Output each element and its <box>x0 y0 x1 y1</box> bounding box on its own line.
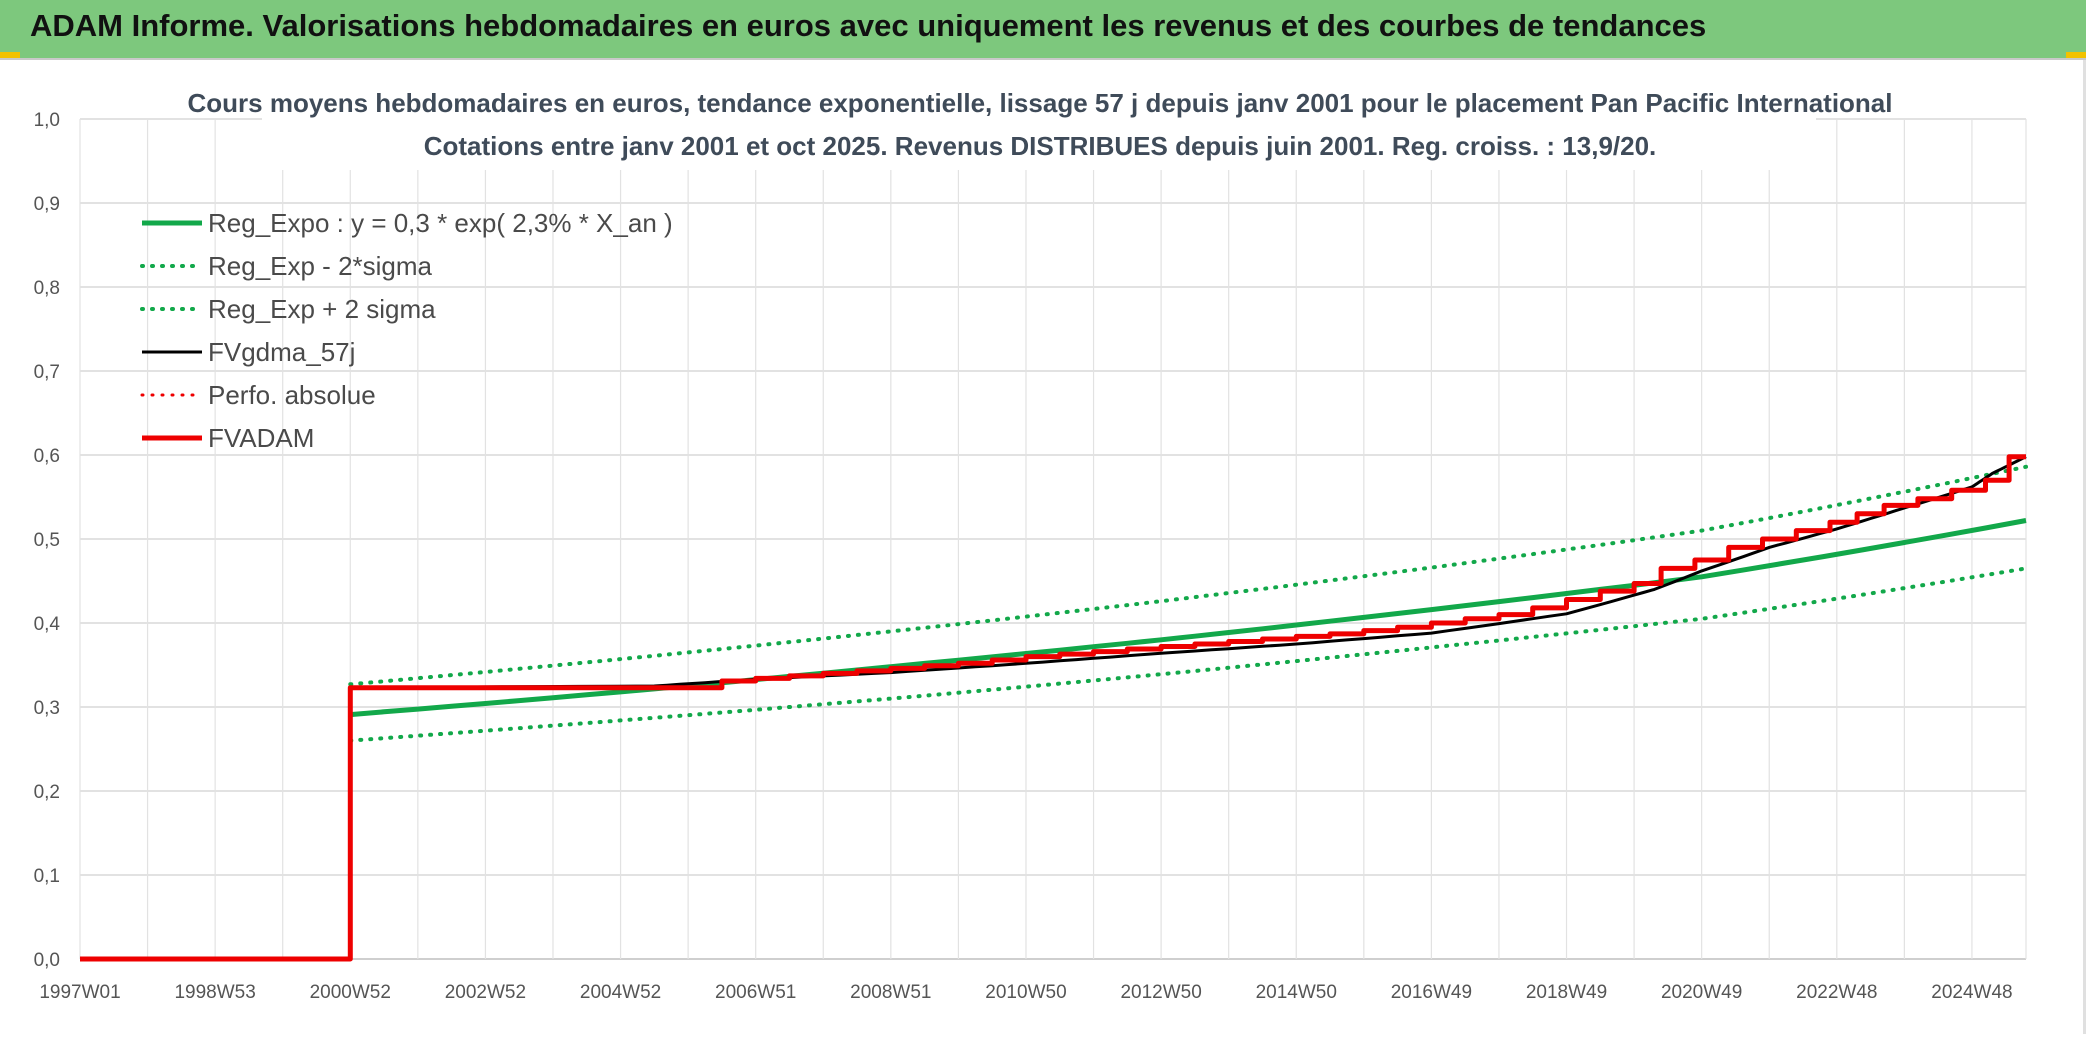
x-tick-label: 2006W51 <box>715 982 796 1003</box>
y-tick-label: 1,0 <box>34 110 60 131</box>
y-axis-ticks: 0,0 0,1 0,2 0,3 0,4 0,5 0,6 0,7 0,8 0,9 1,0 <box>34 110 61 971</box>
x-tick-label: 2014W50 <box>1256 982 1337 1003</box>
x-tick-label: 2002W52 <box>445 982 526 1003</box>
y-tick-label: 0,6 <box>34 446 60 467</box>
corner-marker-right <box>2066 52 2086 58</box>
series-line-reg-expo-y-0-3-exp-2-3-x-an <box>350 518 2027 718</box>
y-tick-label: 0,7 <box>34 362 60 383</box>
series-line-reg-exp-2-sigma <box>348 464 2028 687</box>
x-tick-label: 2008W51 <box>850 982 931 1003</box>
line-chart: 0,0 0,1 0,2 0,3 0,4 0,5 0,6 0,7 0,8 0,9 1,0 1997W0… <box>34 88 2028 1003</box>
chart-title: Cours moyens hebdomadaires en euros, ten… <box>187 88 1892 118</box>
x-tick-label: 1998W53 <box>174 982 255 1003</box>
legend-label: Reg_Exp + 2 sigma <box>208 294 436 324</box>
series-line-fvadam <box>80 454 2026 962</box>
legend-label: Perfo. absolue <box>208 380 376 410</box>
y-tick-label: 0,5 <box>34 530 60 551</box>
report-title: ADAM Informe. Valorisations hebdomadaire… <box>30 8 1707 43</box>
chart-area: 0,0 0,1 0,2 0,3 0,4 0,5 0,6 0,7 0,8 0,9 1,0 1997W0… <box>0 60 2086 1034</box>
title-backdrop <box>262 92 1816 170</box>
y-tick-label: 0,9 <box>34 194 60 215</box>
legend-label: FVgdma_57j <box>208 337 355 367</box>
y-tick-label: 0,2 <box>34 782 60 803</box>
legend-label: FVADAM <box>208 423 314 453</box>
x-tick-label: 2020W49 <box>1661 982 1742 1003</box>
y-tick-label: 0,8 <box>34 278 60 299</box>
x-tick-label: 2010W50 <box>985 982 1066 1003</box>
series-line-fvgdma-57j <box>350 455 2027 690</box>
x-tick-label: 2012W50 <box>1120 982 1201 1003</box>
corner-marker-left <box>0 52 20 58</box>
x-tick-label: 2016W49 <box>1391 982 1472 1003</box>
x-tick-label: 2022W48 <box>1796 982 1877 1003</box>
x-tick-label: 1997W01 <box>39 982 120 1003</box>
series-lines <box>80 454 2028 962</box>
chart-subtitle: Cotations entre janv 2001 et oct 2025. R… <box>424 131 1657 161</box>
report-banner: ADAM Informe. Valorisations hebdomadaire… <box>0 0 2086 60</box>
y-tick-label: 0,4 <box>34 614 61 635</box>
legend-label: Reg_Exp - 2*sigma <box>208 251 433 281</box>
legend-label: Reg_Expo : y = 0,3 * exp( 2,3% * X_an ) <box>208 208 673 238</box>
x-tick-label: 2018W49 <box>1526 982 1607 1003</box>
x-tick-label: 2024W48 <box>1931 982 2012 1003</box>
series-line-reg-exp-2-sigma <box>348 566 2028 743</box>
gridlines <box>79 118 2027 960</box>
x-axis-ticks: 1997W01 1998W53 2000W52 2002W52 2004W52 2006W… <box>39 982 2012 1003</box>
y-tick-label: 0,3 <box>34 698 60 719</box>
x-tick-label: 2004W52 <box>580 982 661 1003</box>
y-tick-label: 0,0 <box>34 950 60 971</box>
legend: Reg_Expo : y = 0,3 * exp( 2,3% * X_an ) R… <box>140 208 673 453</box>
y-tick-label: 0,1 <box>34 866 60 887</box>
x-tick-label: 2000W52 <box>310 982 391 1003</box>
